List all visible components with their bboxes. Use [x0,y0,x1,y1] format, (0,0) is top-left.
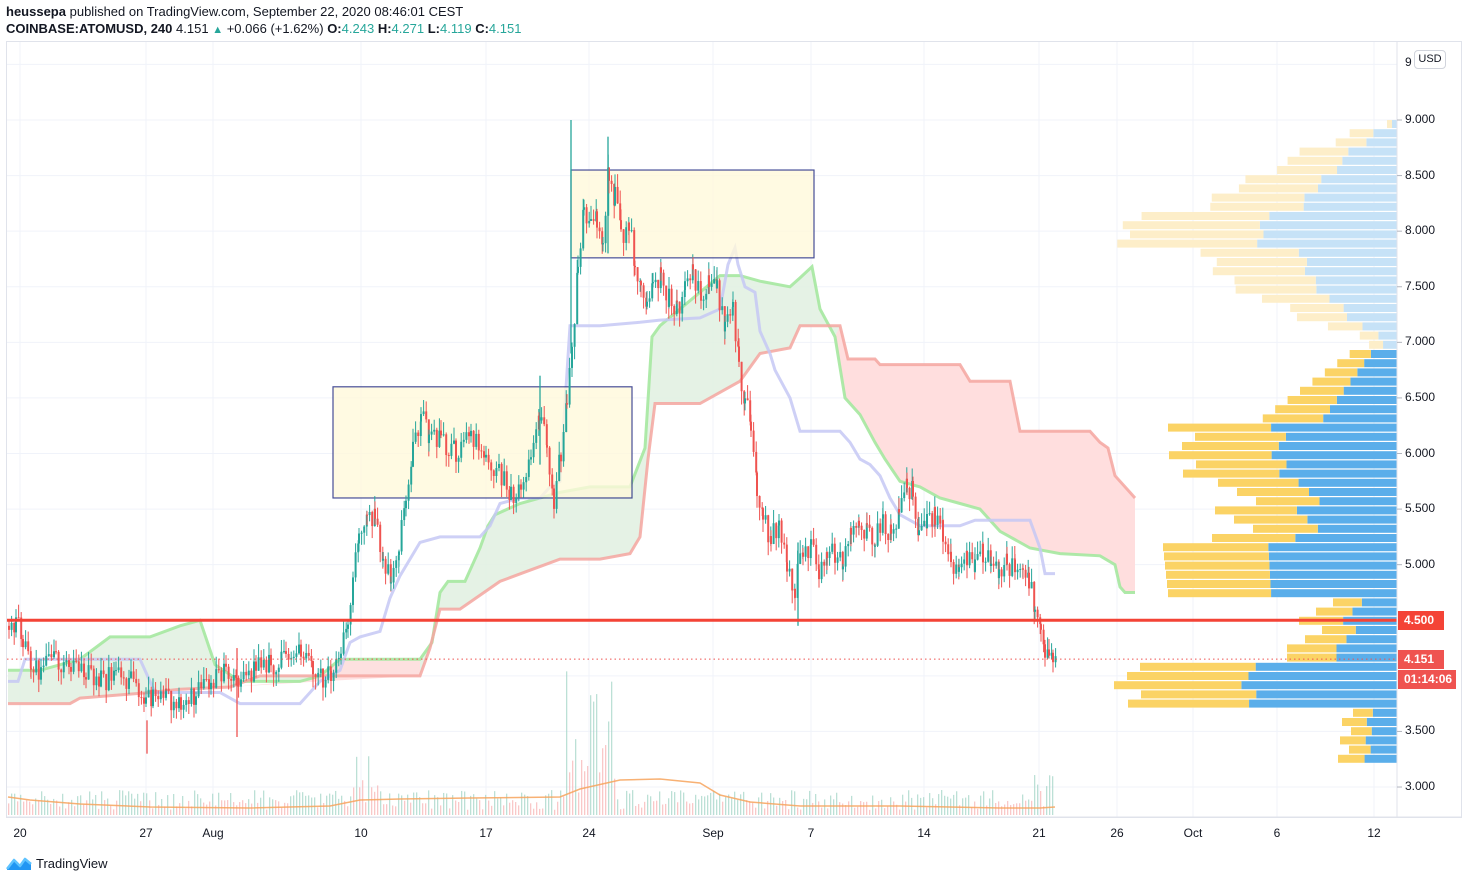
time-tick-label: Oct [1183,826,1203,840]
price-tick-label: 8.000 [1405,223,1436,238]
close-value: 4.151 [488,21,522,36]
time-tick-label: 26 [1110,826,1124,840]
price-tick-label: 9.000 [1405,112,1436,126]
price-tick-label: 5.500 [1405,501,1436,516]
currency-button[interactable]: USD [1414,50,1446,69]
time-tick-label: 21 [1032,826,1046,840]
time-tick-label: 6 [1273,826,1281,840]
chart-header: heussepa published on TradingView.com, S… [6,3,521,39]
last-price-tag: 4.151 [1398,650,1444,669]
bar-countdown-tag: 01:14:06 [1398,670,1456,689]
price-tick-label: 6.000 [1405,445,1436,460]
footer-brand: TradingView [36,855,108,871]
price-change: +0.066 (+1.62%) [226,21,324,36]
time-tick-label: 27 [139,826,153,840]
price-tick-label: 5.000 [1405,556,1436,571]
triangle-up-icon: ▲ [212,24,224,36]
publisher-name[interactable]: heussepa [6,4,66,19]
time-tick-label: Sep [702,826,724,840]
symbol-name[interactable]: COINBASE:ATOMUSD, 240 [6,21,173,36]
time-tick-label: 7 [807,826,815,840]
open-value: 4.243 [341,21,375,36]
price-tick-label: 7.500 [1405,278,1436,293]
symbol-line: COINBASE:ATOMUSD, 240 4.151 ▲ +0.066 (+1… [6,20,521,39]
price-tick-label: 8.500 [1405,167,1436,182]
time-tick-label: 12 [1367,826,1381,840]
published-text: published on TradingView.com, September … [69,4,464,19]
price-tick-label: 6.500 [1405,389,1436,404]
last-price: 4.151 [176,21,209,36]
tradingview-logo[interactable]: TradingView [6,855,108,871]
high-value: 4.271 [391,21,425,36]
resistance-price-tag: 4.500 [1398,611,1444,630]
tradingview-logo-icon [6,857,32,870]
time-tick-label: 10 [354,826,368,840]
time-tick-label: Aug [202,826,224,840]
open-label: O: [327,21,342,36]
close-label: C: [475,21,489,36]
publish-line: heussepa published on TradingView.com, S… [6,3,521,20]
price-tick-label: 3.500 [1405,723,1436,738]
time-tick-label: 24 [582,826,596,840]
low-label: L: [427,21,440,36]
price-tick-partial: 9 [1405,55,1412,69]
time-tick-label: 14 [917,826,931,840]
time-tick-label: 20 [13,826,27,840]
price-tick-label: 7.000 [1405,334,1436,349]
low-value: 4.119 [439,21,472,36]
time-tick-label: 17 [479,826,493,840]
high-label: H: [377,21,392,36]
price-tick-label: 3.000 [1405,779,1436,794]
